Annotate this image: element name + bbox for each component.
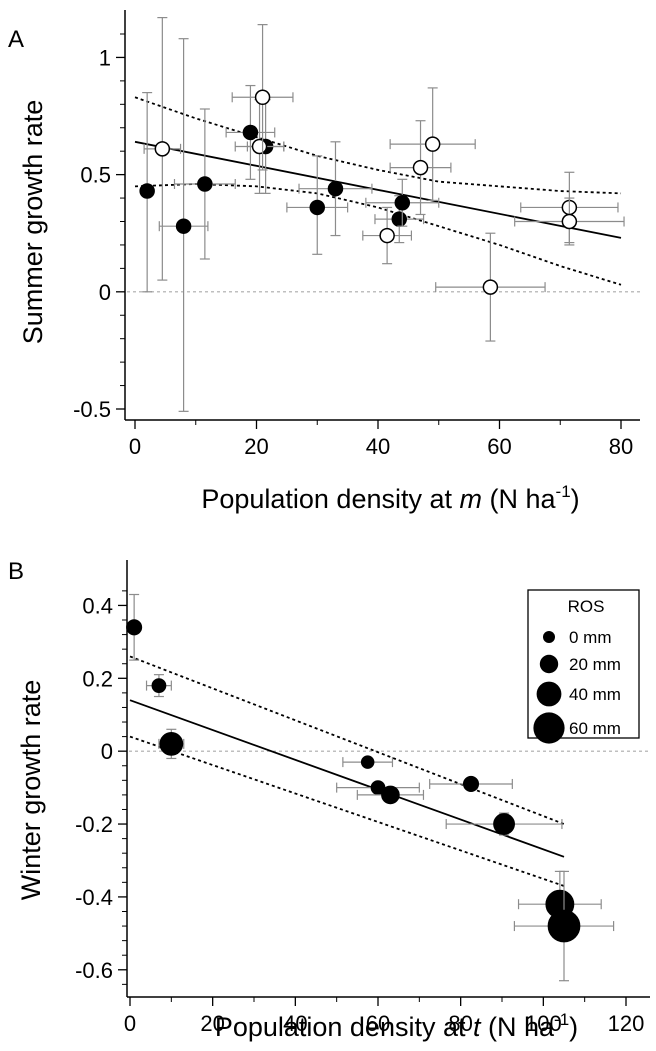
data-point-filled [394,195,411,211]
x-tick-label: 20 [244,434,268,459]
x-tick-label: 60 [487,434,511,459]
x-tick-label: 60 [366,1011,390,1036]
data-point-filled [327,180,344,197]
data-point-open [482,279,499,295]
legend-marker [539,654,559,674]
data-point-filled [126,619,143,636]
x-title-unit: (N ha [482,484,557,514]
x-title-variable: m [460,484,483,514]
data-point-open [251,138,268,155]
x-tick-label: 40 [366,434,390,459]
x-axis-title: Population density at m (N ha-1) [201,482,579,514]
x-tick-label: 40 [283,1011,307,1036]
y-tick-label: 0 [99,280,111,305]
data-point-filled [139,183,155,199]
data-point-filled [159,732,184,756]
x-tick-label: 20 [200,1011,224,1036]
data-point-filled [381,785,400,805]
data-point-filled [462,775,480,792]
data-point-filled [547,909,581,943]
x-axis-title: Population density at t (N ha-1) [215,1010,578,1042]
y-tick-label: -0.4 [75,885,113,910]
fit-line [129,699,565,858]
ci-lower-line [129,735,565,887]
data-point-filled [493,813,515,835]
data-point-open [424,136,441,152]
x-title-exponent: -1 [554,1010,569,1029]
data-point-filled [391,211,408,227]
data-point-filled [197,176,213,192]
data-point-open [379,227,395,244]
x-title-close: ) [571,484,580,514]
legend-marker [543,631,555,643]
panel-label: B [8,558,24,585]
x-title-close: ) [569,1012,578,1042]
data-point-open [412,159,429,176]
y-tick-label: 0 [101,739,113,764]
y-axis-title: Summer growth rate [18,100,48,345]
x-tick-label: 120 [608,1011,645,1036]
x-title-variable: t [473,1012,482,1042]
y-tick-label: -0.5 [73,397,111,422]
legend-label: 0 mm [569,628,612,647]
x-title-exponent: -1 [556,482,571,501]
data-point-open [154,141,171,157]
y-tick-label: 0.4 [82,593,113,618]
legend: ROS 0 mm 20 mm 40 mm 60 mm [527,589,640,744]
x-title-unit: (N ha [481,1012,556,1042]
y-tick-label: -0.2 [75,812,113,837]
x-tick-label: 80 [448,1011,472,1036]
legend-label: 60 mm [569,719,621,738]
panel-a: A -0.5 0 0.5 1 0 20 40 60 80 Summer growth rate Pop… [8,10,640,514]
data-point-filled [175,218,192,234]
ci-upper-line [134,96,622,195]
x-tick-label: 80 [609,434,633,459]
ci-upper-line [129,655,565,825]
data-point-open [254,89,271,106]
data-point-filled [360,755,375,769]
legend-marker [536,681,562,707]
legend-label: 40 mm [569,685,621,704]
panel-label: A [8,26,24,53]
ci-lower-line [134,183,622,286]
x-tick-label: 0 [124,1011,136,1036]
y-axis-title: Winter growth rate [16,680,46,901]
legend-label: 20 mm [569,655,621,674]
x-title-text: Population density at [201,484,459,514]
y-tick-label: 1 [99,45,111,70]
y-tick-label: 0.5 [80,163,111,188]
y-tick-label: 0.2 [82,666,113,691]
data-point-filled [309,199,325,216]
data-point-open [561,213,578,230]
x-tick-label: 100 [525,1011,562,1036]
x-tick-label: 0 [129,434,141,459]
panel-b: B -0.6 -0.4 -0.2 0 0.2 0.4 0 20 40 60 80 100 120 Winte… [8,558,650,1042]
legend-title: ROS [568,597,605,616]
data-point-filled [151,678,167,693]
y-tick-label: -0.6 [75,958,113,983]
legend-marker [533,712,565,744]
x-title-text: Population density at [215,1012,473,1042]
data-point-filled [242,124,259,141]
